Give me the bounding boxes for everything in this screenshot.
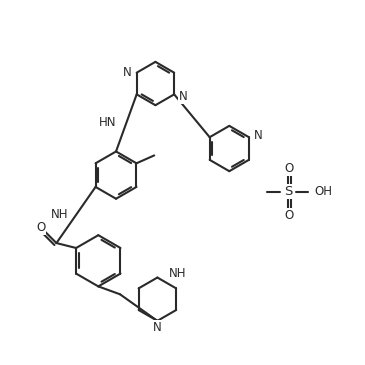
Text: NH: NH <box>51 208 68 222</box>
Text: NH: NH <box>169 267 187 280</box>
Text: HN: HN <box>99 116 116 130</box>
Text: O: O <box>285 162 294 175</box>
Text: N: N <box>254 129 262 142</box>
Text: OH: OH <box>314 185 332 198</box>
Text: N: N <box>123 66 132 79</box>
Text: N: N <box>179 90 188 103</box>
Text: O: O <box>285 209 294 222</box>
Text: N: N <box>153 321 162 334</box>
Text: O: O <box>36 221 45 234</box>
Text: S: S <box>284 185 293 198</box>
